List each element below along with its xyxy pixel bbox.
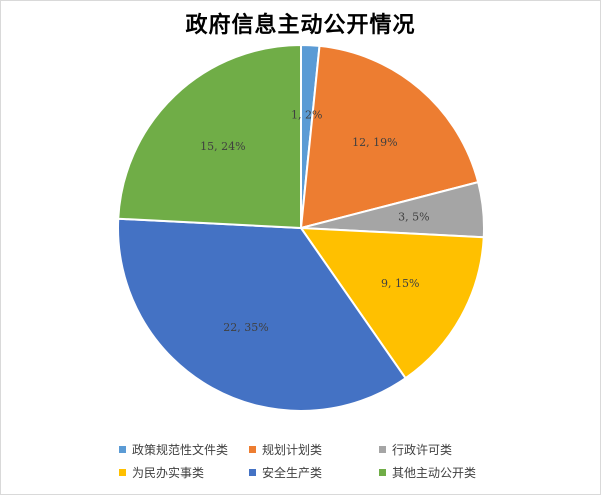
legend-label: 规划计划类 [262,443,323,457]
legend-swatch [119,469,126,476]
legend-entry: 规划计划类 [249,441,379,458]
legend-entry: 行政许可类 [379,441,509,458]
data-label: 9, 15% [381,277,419,290]
legend-swatch [119,446,126,453]
legend-label: 行政许可类 [392,443,453,457]
legend-entry: 安全生产类 [249,464,379,481]
legend-entry: 为民办实事类 [119,464,249,481]
data-label: 15, 24% [200,140,245,153]
chart-title: 政府信息主动公开情况 [185,12,416,38]
pie-slice [117,43,302,230]
legend-swatch [379,469,386,476]
legend-label: 安全生产类 [262,466,323,480]
legend-label: 为民办实事类 [132,466,205,480]
data-label: 12, 19% [352,136,397,149]
data-label: 1, 2% [291,109,322,122]
pie-slice [117,217,407,412]
legend-entry: 政策规范性文件类 [119,441,249,458]
legend-label: 其他主动公开类 [392,466,477,480]
legend-label: 政策规范性文件类 [132,443,229,457]
data-label: 22, 35% [223,321,268,334]
legend: 政策规范性文件类 规划计划类 行政许可类为民办实事类 安全生产类 其他主动公开类 [119,441,519,481]
legend-entry: 其他主动公开类 [379,464,509,481]
pie-slice [299,44,480,230]
pie-slice [299,226,485,380]
legend-swatch [379,446,386,453]
legend-swatch [249,446,256,453]
legend-swatch [249,469,256,476]
data-label: 3, 5% [398,211,429,224]
